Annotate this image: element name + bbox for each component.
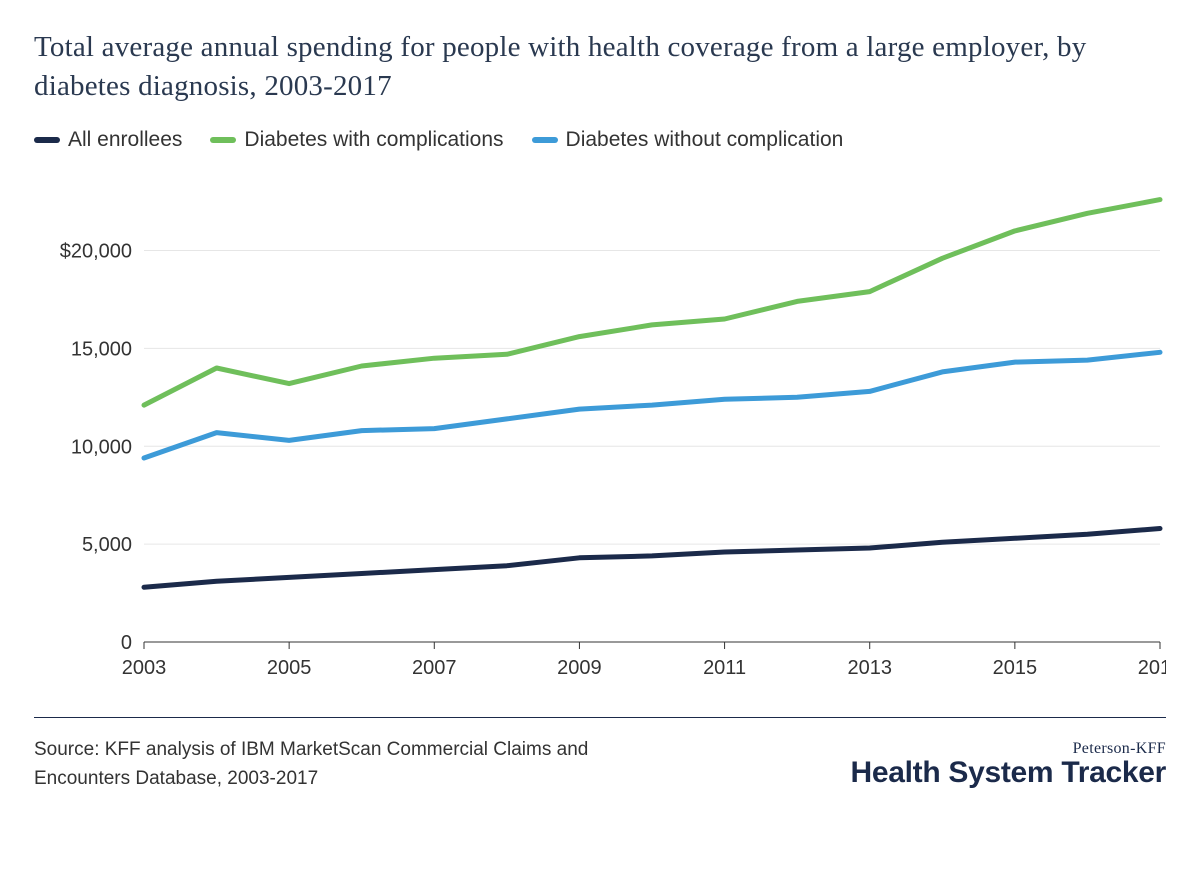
line-chart-svg: 0 5,000 10,000 15,000 $20,000 2003 2005 2007 200…	[34, 162, 1166, 702]
legend-swatch-icon	[532, 137, 558, 143]
svg-text:$20,000: $20,000	[60, 241, 132, 263]
footer: Source: KFF analysis of IBM MarketScan C…	[34, 717, 1166, 793]
svg-text:2017: 2017	[1138, 657, 1166, 679]
svg-text:2015: 2015	[993, 657, 1038, 679]
svg-text:5,000: 5,000	[82, 534, 132, 556]
chart-container: Total average annual spending for people…	[0, 0, 1200, 793]
svg-text:2013: 2013	[847, 657, 892, 679]
chart-title: Total average annual spending for people…	[34, 28, 1166, 106]
legend-item-without: Diabetes without complication	[532, 128, 844, 152]
legend-label: All enrollees	[68, 128, 182, 152]
svg-text:2003: 2003	[122, 657, 167, 679]
legend-item-complications: Diabetes with complications	[210, 128, 503, 152]
legend: All enrollees Diabetes with complication…	[34, 128, 1166, 152]
legend-swatch-icon	[210, 137, 236, 143]
logo-main-text: Health System Tracker	[850, 756, 1166, 790]
svg-text:2011: 2011	[703, 657, 746, 679]
chart-plot: 0 5,000 10,000 15,000 $20,000 2003 2005 2007 200…	[34, 162, 1166, 707]
svg-text:0: 0	[121, 632, 132, 654]
svg-text:2007: 2007	[412, 657, 457, 679]
source-text: Source: KFF analysis of IBM MarketScan C…	[34, 736, 654, 793]
svg-text:2009: 2009	[557, 657, 602, 679]
svg-text:10,000: 10,000	[71, 437, 132, 459]
legend-label: Diabetes without complication	[566, 128, 844, 152]
svg-text:2005: 2005	[267, 657, 312, 679]
legend-label: Diabetes with complications	[244, 128, 503, 152]
logo: Peterson-KFF Health System Tracker	[850, 736, 1166, 790]
legend-swatch-icon	[34, 137, 60, 143]
legend-item-all: All enrollees	[34, 128, 182, 152]
svg-text:15,000: 15,000	[71, 339, 132, 361]
